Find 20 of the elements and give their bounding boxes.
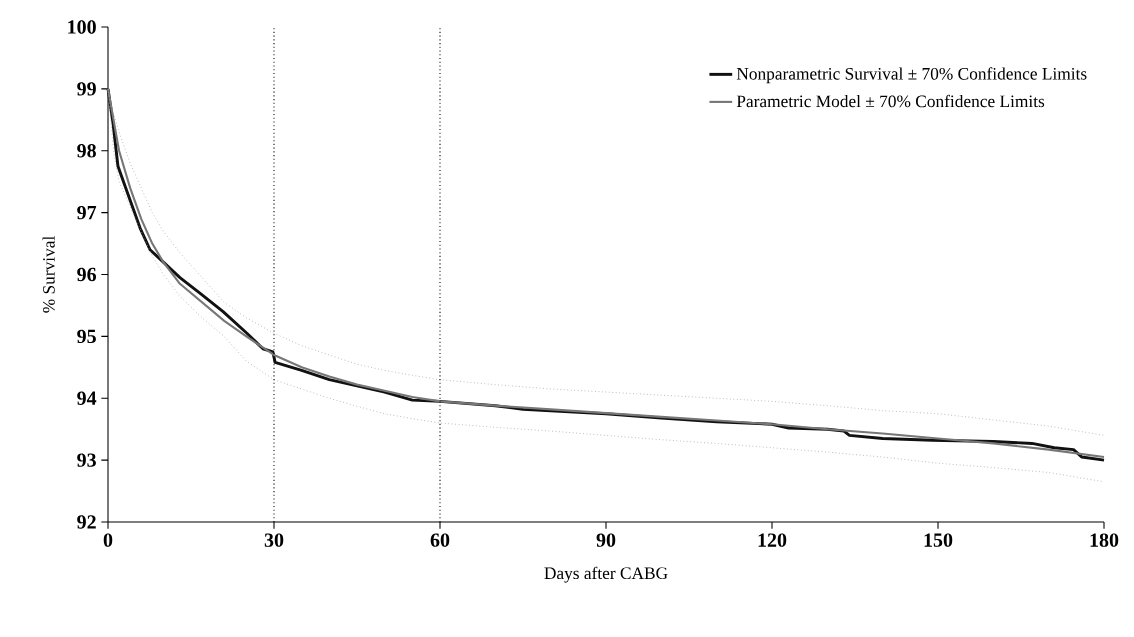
x-tick-label: 30 bbox=[264, 533, 284, 547]
y-tick-label: 94 bbox=[77, 391, 97, 405]
y-tick-label: 96 bbox=[77, 267, 97, 282]
y-tick-label: 99 bbox=[77, 82, 96, 96]
y-tick-label: 100 bbox=[68, 20, 96, 34]
y-tick-label: 93 bbox=[77, 453, 96, 467]
x-tick-label: 120 bbox=[758, 533, 787, 547]
x-tick-label: 180 bbox=[1090, 533, 1119, 547]
y-tick-label: 97 bbox=[77, 205, 97, 220]
x-axis-title: Days after CABG bbox=[544, 566, 668, 583]
x-tick-label: 0 bbox=[103, 533, 113, 547]
legend-label: Parametric Model ± 70% Confidence Limits bbox=[736, 94, 1045, 108]
x-tick-label: 60 bbox=[430, 533, 450, 547]
legend-label: Nonparametric Survival ± 70% Confidence Limits bbox=[736, 67, 1087, 84]
y-axis-title: % Survival bbox=[42, 236, 55, 313]
x-tick-label: 90 bbox=[596, 533, 616, 547]
y-tick-label: 95 bbox=[77, 329, 96, 344]
x-tick-label: 150 bbox=[924, 533, 953, 547]
y-tick-label: 98 bbox=[77, 144, 96, 158]
y-tick-label: 92 bbox=[77, 515, 96, 529]
